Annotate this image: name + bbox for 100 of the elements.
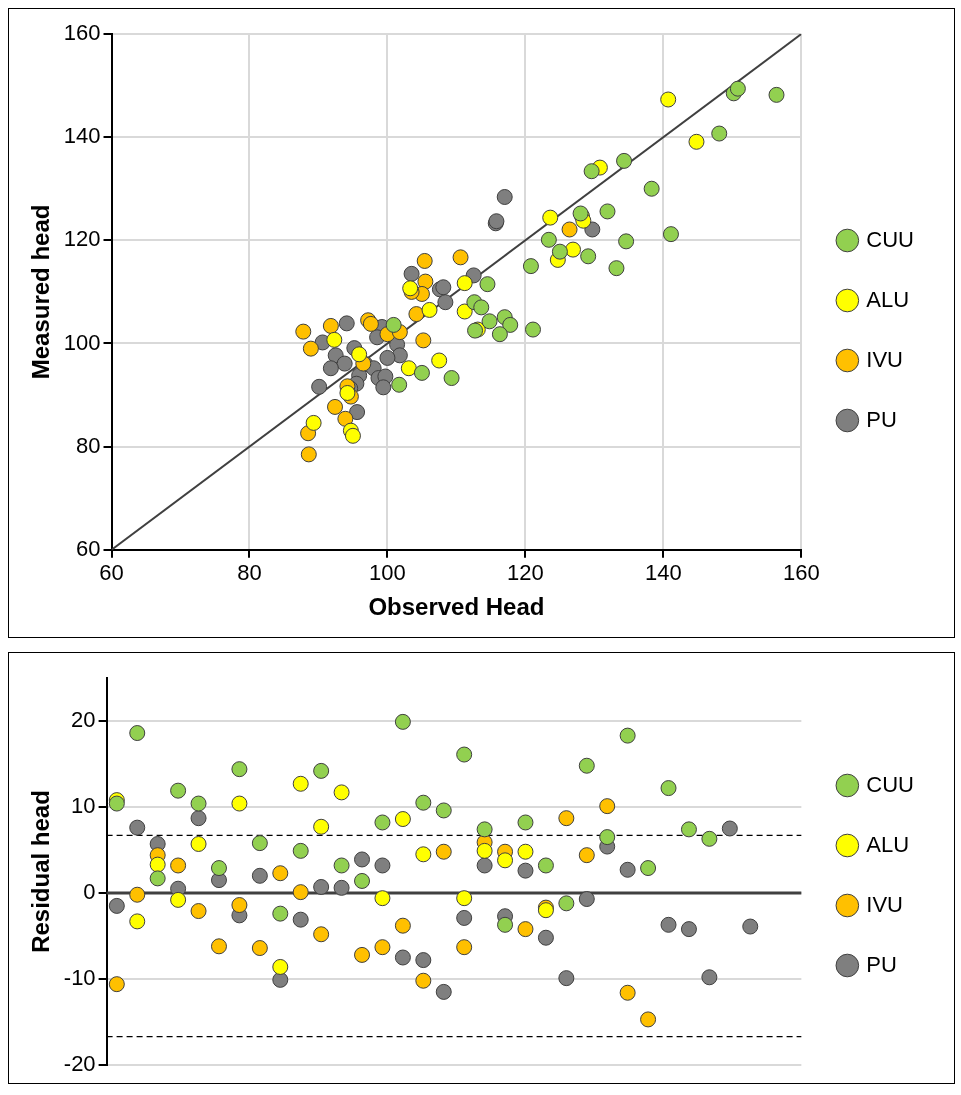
y-tick-label: -10	[63, 965, 96, 991]
point	[542, 209, 559, 226]
point	[251, 940, 268, 957]
point	[688, 133, 705, 150]
point	[408, 306, 425, 323]
point	[375, 379, 392, 396]
point	[497, 916, 514, 933]
point	[619, 984, 636, 1001]
x-tick-label: 60	[99, 560, 124, 586]
point	[344, 427, 361, 444]
point	[522, 258, 539, 275]
point	[231, 897, 248, 914]
point	[452, 249, 469, 266]
point	[578, 847, 595, 864]
point	[456, 909, 473, 926]
point	[660, 780, 677, 797]
point	[517, 843, 534, 860]
point	[496, 188, 513, 205]
point	[619, 727, 636, 744]
point	[456, 303, 473, 320]
point	[170, 891, 187, 908]
point	[292, 775, 309, 792]
y-tick-label: 160	[63, 20, 101, 46]
point	[170, 857, 187, 874]
point	[295, 323, 312, 340]
y-tick-label: 80	[76, 432, 101, 458]
y-tick-label: 0	[83, 879, 96, 905]
point	[608, 260, 625, 277]
point	[660, 91, 677, 108]
point	[768, 86, 785, 103]
legend-label: PU	[866, 951, 897, 977]
point	[599, 829, 616, 846]
point	[456, 746, 473, 763]
point	[701, 830, 718, 847]
point	[333, 784, 350, 801]
point	[497, 852, 514, 869]
point	[640, 860, 657, 877]
point	[660, 916, 677, 933]
point	[537, 857, 554, 874]
point	[379, 349, 396, 366]
point	[292, 911, 309, 928]
point	[491, 326, 508, 343]
y-tick-label: 100	[63, 329, 101, 355]
point	[417, 273, 434, 290]
point	[374, 939, 391, 956]
point	[415, 972, 432, 989]
legend-label: ALU	[866, 831, 910, 857]
point	[338, 315, 355, 332]
point	[680, 921, 697, 938]
point	[476, 842, 493, 859]
point	[643, 180, 660, 197]
y-tick-label: 60	[76, 535, 101, 561]
point	[272, 958, 289, 975]
point	[251, 867, 268, 884]
y-tick-label: -20	[63, 1051, 96, 1077]
point	[435, 802, 452, 819]
point	[292, 842, 309, 859]
point	[292, 884, 309, 901]
point	[313, 818, 330, 835]
legend-label: IVU	[866, 891, 904, 917]
y-tick-label: 20	[71, 707, 96, 733]
point	[272, 905, 289, 922]
point	[517, 814, 534, 831]
point	[108, 897, 125, 914]
point	[351, 346, 368, 363]
point	[415, 794, 432, 811]
point	[502, 316, 519, 333]
legend-label: ALU	[866, 286, 910, 312]
point	[456, 890, 473, 907]
x-tick-label: 160	[782, 560, 820, 586]
point	[129, 886, 146, 903]
point	[327, 398, 344, 415]
point	[415, 332, 432, 349]
point	[561, 221, 578, 238]
point	[322, 360, 339, 377]
point	[374, 890, 391, 907]
point	[662, 226, 679, 243]
point	[435, 843, 452, 860]
point	[313, 878, 330, 895]
point	[416, 252, 433, 269]
point	[333, 857, 350, 874]
point	[385, 316, 402, 333]
point	[415, 846, 432, 863]
point	[313, 762, 330, 779]
legend-label: CUU	[866, 226, 915, 252]
legend-label: PU	[866, 406, 897, 432]
y-tick-label: 140	[63, 123, 101, 149]
point	[231, 795, 248, 812]
point	[558, 895, 575, 912]
point	[190, 795, 207, 812]
point	[300, 446, 317, 463]
point	[326, 331, 343, 348]
point	[374, 857, 391, 874]
point	[210, 860, 227, 877]
point	[578, 757, 595, 774]
point	[149, 856, 166, 873]
point	[680, 821, 697, 838]
legend-label: IVU	[866, 346, 904, 372]
point	[558, 970, 575, 987]
point	[170, 782, 187, 799]
